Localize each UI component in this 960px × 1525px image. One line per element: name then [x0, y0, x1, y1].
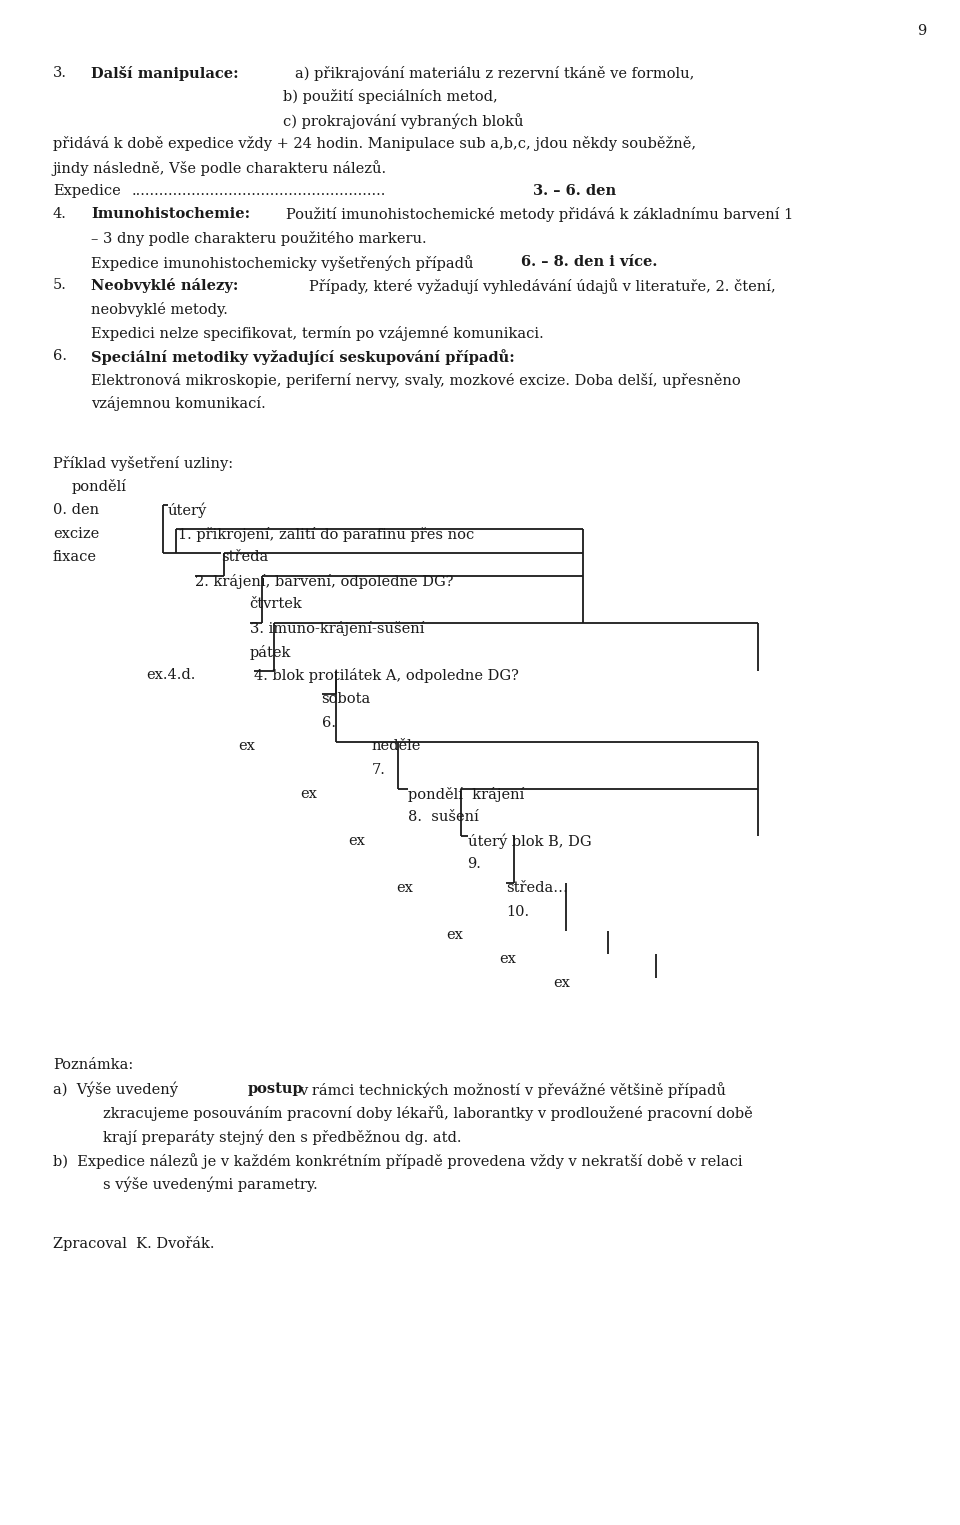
Text: 7.: 7.: [372, 762, 385, 776]
Text: Použití imunohistochemické metody přidává k základnímu barvení 1: Použití imunohistochemické metody přidáv…: [286, 207, 793, 223]
Text: b)  Expedice nálezů je v každém konkrétním případě provedena vždy v nekratší dob: b) Expedice nálezů je v každém konkrétní…: [53, 1153, 742, 1168]
Text: Imunohistochemie:: Imunohistochemie:: [91, 207, 251, 221]
Text: čtvrtek: čtvrtek: [250, 598, 302, 612]
Text: středa…: středa…: [506, 881, 567, 895]
Text: fixace: fixace: [53, 551, 97, 564]
Text: zkracujeme posouváním pracovní doby lékařů, laborantky v prodloužené pracovní do: zkracujeme posouváním pracovní doby léka…: [103, 1106, 753, 1121]
Text: 5.: 5.: [53, 278, 66, 293]
Text: 2. krájení, barvení, odpoledne DG?: 2. krájení, barvení, odpoledne DG?: [195, 573, 453, 589]
Text: 4. blok protilátek A, odpoledne DG?: 4. blok protilátek A, odpoledne DG?: [254, 668, 519, 683]
Text: v rámci technických možností v převážné většině případů: v rámci technických možností v převážné …: [299, 1081, 726, 1098]
Text: Expedice imunohistochemicky vyšetřených případů: Expedice imunohistochemicky vyšetřených …: [91, 255, 473, 270]
Text: excize: excize: [53, 526, 99, 540]
Text: ex: ex: [396, 881, 414, 895]
Text: Poznámka:: Poznámka:: [53, 1058, 133, 1072]
Text: 3. – 6. den: 3. – 6. den: [533, 183, 616, 198]
Text: Další manipulace:: Další manipulace:: [91, 66, 239, 81]
Text: 6.: 6.: [322, 715, 336, 729]
Text: Expedici nelze specifikovat, termín po vzájemné komunikaci.: Expedici nelze specifikovat, termín po v…: [91, 325, 544, 340]
Text: c) prokrajování vybraných bloků: c) prokrajování vybraných bloků: [283, 113, 524, 128]
Text: neobvyklé metody.: neobvyklé metody.: [91, 302, 228, 317]
Text: neděle: neděle: [372, 740, 420, 753]
Text: pondělí  krájení: pondělí krájení: [408, 787, 524, 802]
Text: ex: ex: [446, 929, 464, 942]
Text: 3. imuno-krájení-sušení: 3. imuno-krájení-sušení: [250, 621, 424, 636]
Text: ex: ex: [238, 740, 255, 753]
Text: jindy následně, Vše podle charakteru nálezů.: jindy následně, Vše podle charakteru nál…: [53, 160, 387, 175]
Text: s výše uvedenými parametry.: s výše uvedenými parametry.: [103, 1176, 318, 1193]
Text: 8.  sušení: 8. sušení: [408, 810, 479, 824]
Text: ex: ex: [499, 952, 516, 965]
Text: Příklad vyšetření uzliny:: Příklad vyšetření uzliny:: [53, 456, 233, 471]
Text: Případy, které vyžadují vyhledávání údajů v literatuře, 2. čtení,: Případy, které vyžadují vyhledávání údaj…: [309, 278, 776, 294]
Text: Zpracoval  K. Dvořák.: Zpracoval K. Dvořák.: [53, 1235, 214, 1250]
Text: b) použití speciálních metod,: b) použití speciálních metod,: [283, 90, 498, 104]
Text: – 3 dny podle charakteru použitého markeru.: – 3 dny podle charakteru použitého marke…: [91, 230, 427, 246]
Text: ex: ex: [300, 787, 318, 801]
Text: 3.: 3.: [53, 66, 67, 79]
Text: 0. den: 0. den: [53, 503, 99, 517]
Text: úterý: úterý: [168, 503, 207, 518]
Text: Speciální metodiky vyžadující seskupování případů:: Speciální metodiky vyžadující seskupován…: [91, 349, 515, 364]
Text: 4.: 4.: [53, 207, 66, 221]
Text: 9.: 9.: [468, 857, 481, 871]
Text: 9: 9: [917, 24, 926, 38]
Text: 6. – 8. den i více.: 6. – 8. den i více.: [521, 255, 658, 268]
Text: krají preparáty stejný den s předběžnou dg. atd.: krají preparáty stejný den s předběžnou …: [103, 1128, 461, 1145]
Text: úterý blok B, DG: úterý blok B, DG: [468, 834, 591, 849]
Text: přidává k době expedice vždy + 24 hodin. Manipulace sub a,b,c, jdou někdy souběž: přidává k době expedice vždy + 24 hodin.…: [53, 137, 696, 151]
Text: Expedice: Expedice: [53, 183, 121, 198]
Text: ex.4.d.: ex.4.d.: [146, 668, 195, 682]
Text: 10.: 10.: [506, 904, 529, 918]
Text: 1. přikrojení, zalití do parafinu přes noc: 1. přikrojení, zalití do parafinu přes n…: [178, 526, 474, 541]
Text: ex: ex: [553, 976, 570, 990]
Text: pátek: pátek: [250, 645, 291, 660]
Text: a)  Výše uvedený: a) Výše uvedený: [53, 1081, 178, 1098]
Text: ex: ex: [348, 834, 366, 848]
Text: postup: postup: [248, 1081, 303, 1096]
Text: pondělí: pondělí: [72, 479, 127, 494]
Text: středa: středa: [221, 551, 268, 564]
Text: vzájemnou komunikací.: vzájemnou komunikací.: [91, 396, 266, 412]
Text: Neobvyklé nálezy:: Neobvyklé nálezy:: [91, 278, 239, 293]
Text: sobota: sobota: [322, 692, 371, 706]
Text: 6.: 6.: [53, 349, 67, 363]
Text: Elektronová mikroskopie, periferní nervy, svaly, mozkové excize. Doba delší, upř: Elektronová mikroskopie, periferní nervy…: [91, 372, 741, 387]
Text: .......................................................: ........................................…: [132, 183, 386, 198]
Text: a) přikrajování materiálu z rezervní tkáně ve formolu,: a) přikrajování materiálu z rezervní tká…: [295, 66, 694, 81]
